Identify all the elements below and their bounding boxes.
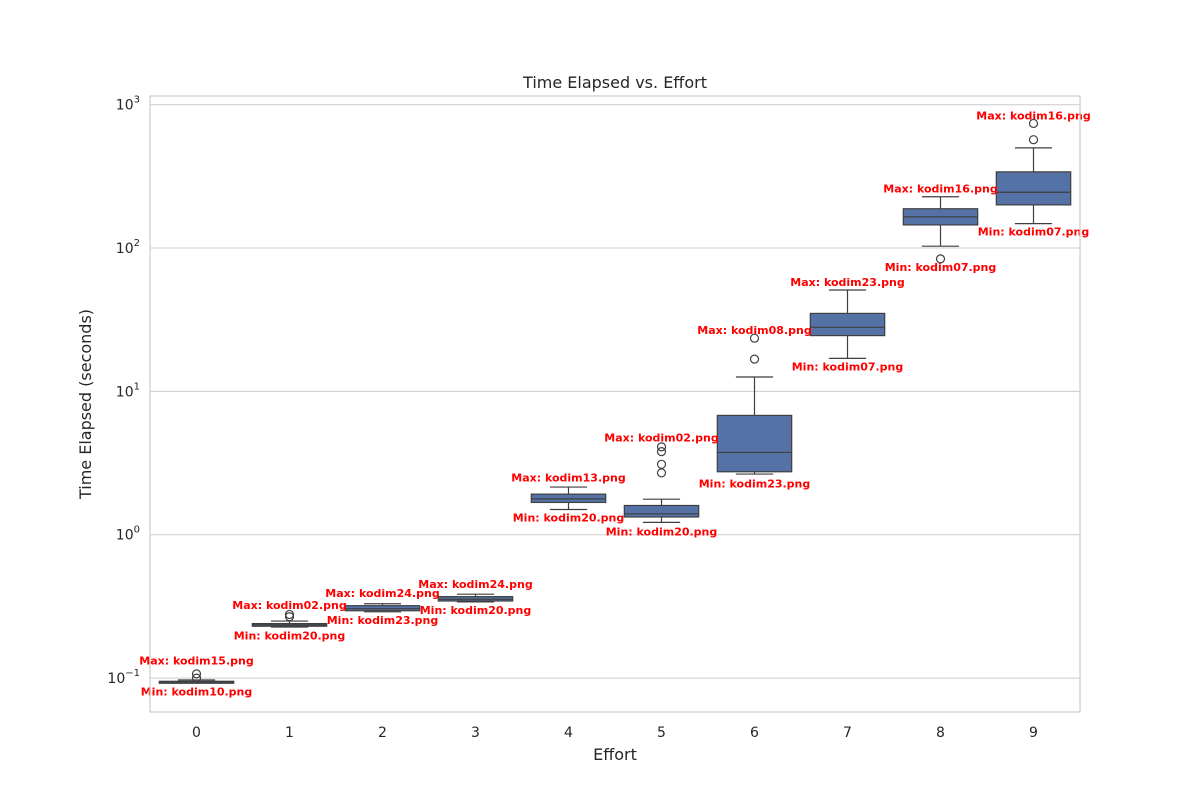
max-annotation: Max: kodim02.png (604, 431, 718, 444)
max-annotation: Max: kodim08.png (697, 324, 811, 337)
outlier-point (284, 612, 295, 622)
max-annotation: Max: kodim23.png (790, 276, 904, 289)
outlier-point (1028, 135, 1039, 145)
min-annotation: Min: kodim23.png (327, 614, 439, 627)
min-annotation: Min: kodim20.png (420, 604, 532, 617)
x-axis-label: Effort (593, 745, 637, 764)
min-annotation: Min: kodim07.png (978, 226, 1090, 239)
box-effort-6 (716, 333, 793, 475)
outlier-point (935, 254, 946, 264)
y-axis-ticks: 10−1 100 101 102 103 (107, 95, 140, 687)
box-effort-8 (902, 196, 979, 264)
min-annotation: Min: kodim20.png (606, 525, 718, 538)
max-annotation: Max: kodim02.png (232, 599, 346, 612)
max-annotation: Max: kodim13.png (511, 472, 625, 485)
grid-lines (150, 104, 1080, 679)
max-annotation: Max: kodim16.png (883, 183, 997, 196)
x-tick-label: 3 (471, 725, 480, 741)
x-tick-label: 9 (1029, 725, 1038, 741)
x-tick-label: 2 (378, 725, 387, 741)
outlier-point (191, 669, 202, 679)
outlier-point (656, 459, 667, 469)
box-effort-1 (251, 609, 328, 628)
box-series (158, 118, 1072, 684)
outlier-point (191, 673, 202, 683)
x-tick-label: 0 (192, 725, 201, 741)
y-tick-label: 100 (116, 525, 140, 544)
outlier-point (749, 333, 760, 343)
box-effort-2 (344, 603, 421, 613)
outlier-point (749, 354, 760, 364)
max-annotation: Max: kodim15.png (139, 654, 253, 667)
plot-frame (149, 95, 1081, 713)
min-annotation: Min: kodim07.png (885, 261, 997, 274)
iqr-box (995, 171, 1072, 206)
outlier-point (1028, 118, 1039, 129)
box-effort-3 (437, 593, 514, 603)
max-annotation: Max: kodim24.png (325, 587, 439, 600)
iqr-box (716, 414, 793, 473)
outlier-point (656, 442, 667, 452)
min-annotation: Min: kodim07.png (792, 360, 904, 373)
iqr-box (623, 504, 700, 518)
box-effort-9 (995, 118, 1072, 225)
y-tick-label: 102 (116, 238, 140, 257)
box-effort-7 (809, 289, 886, 359)
min-annotation: Min: kodim23.png (699, 477, 811, 490)
y-tick-label: 103 (116, 95, 140, 114)
outlier-point (284, 609, 295, 620)
min-annotation: Min: kodim10.png (141, 685, 253, 698)
box-effort-5 (623, 442, 700, 523)
box-effort-0 (158, 669, 235, 684)
y-tick-label: 101 (116, 381, 140, 400)
outlier-point (656, 447, 667, 457)
min-max-annotations: Max: kodim15.png Min: kodim10.png Max: kod… (139, 109, 1090, 698)
max-annotation: Max: kodim16.png (976, 109, 1090, 122)
x-axis-ticks: 0 1 2 3 4 5 6 7 8 9 (192, 725, 1038, 741)
box-effort-4 (530, 486, 607, 511)
x-tick-label: 6 (750, 725, 759, 741)
x-tick-label: 8 (936, 725, 945, 741)
iqr-box (809, 312, 886, 337)
min-annotation: Min: kodim20.png (513, 511, 625, 524)
min-annotation: Min: kodim20.png (234, 630, 346, 643)
outlier-point (656, 468, 667, 478)
y-axis-label: Time Elapsed (seconds) (76, 309, 95, 500)
chart-title: Time Elapsed vs. Effort (522, 73, 707, 92)
max-annotation: Max: kodim24.png (418, 578, 532, 591)
x-tick-label: 7 (843, 725, 852, 741)
x-tick-label: 1 (285, 725, 294, 741)
y-tick-label: 10−1 (107, 668, 140, 687)
x-tick-label: 5 (657, 725, 666, 741)
x-tick-label: 4 (564, 725, 573, 741)
